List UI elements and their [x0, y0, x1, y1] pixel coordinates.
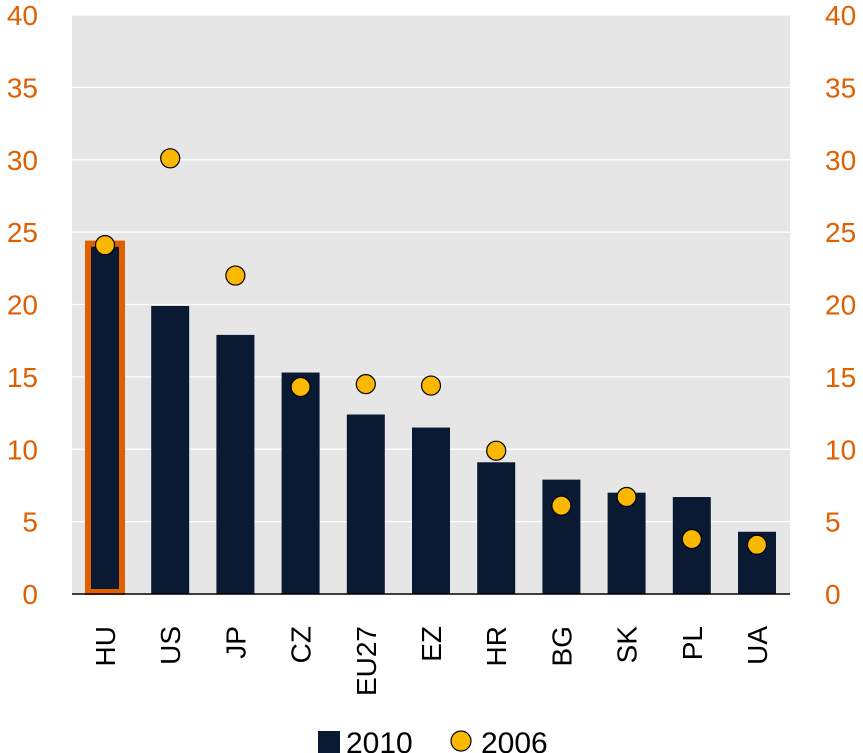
markers-2006: [94, 148, 768, 555]
x-axis-categories: HU US JP CZ EU27 EZ HR BG SK PL UA: [90, 626, 773, 696]
bar-us: [151, 305, 190, 594]
x-tick-label: CZ: [286, 626, 317, 663]
legend-label-2010: 2010: [346, 727, 413, 753]
y-tick-label-right: 40: [825, 0, 856, 31]
x-tick-label: PL: [677, 626, 708, 660]
x-tick-label: EZ: [416, 626, 447, 662]
y-tick-label-right: 35: [825, 72, 856, 103]
y-tick-label-left: 20: [7, 290, 38, 321]
x-tick-label: US: [155, 626, 186, 665]
y-tick-label-left: 30: [7, 145, 38, 176]
y-tick-label-right: 15: [825, 362, 856, 393]
y-tick-label-left: 25: [7, 217, 38, 248]
y-tick-label-left: 10: [7, 434, 38, 465]
marker-us: [160, 148, 181, 169]
marker-sk: [616, 486, 637, 508]
x-tick-label: HU: [90, 626, 121, 666]
marker-cz: [290, 376, 311, 398]
bar-ez: [412, 427, 450, 594]
x-tick-label: HR: [481, 626, 512, 666]
bar-eu27: [346, 414, 385, 594]
y-tick-label-right: 5: [825, 507, 841, 538]
y-tick-label-left: 15: [7, 362, 38, 393]
bar-hr: [477, 462, 516, 594]
marker-ez: [420, 375, 442, 396]
x-tick-label: EU27: [351, 626, 382, 696]
marker-bg: [551, 495, 572, 516]
marker-ua: [746, 534, 768, 555]
y-axis-right: 0 5 10 15 20 25 30 35 40: [825, 0, 856, 610]
legend-swatch-2006: [450, 730, 472, 752]
x-tick-label: BG: [546, 626, 577, 666]
y-tick-label-right: 10: [825, 434, 856, 465]
y-tick-label-right: 20: [825, 290, 856, 321]
y-tick-label-right: 30: [825, 145, 856, 176]
bars-2010: [86, 246, 776, 594]
legend-label-2006: 2006: [481, 727, 548, 753]
y-tick-label-left: 35: [7, 72, 38, 103]
marker-jp: [225, 265, 246, 286]
x-tick-label: UA: [742, 626, 773, 665]
y-tick-label-left: 5: [22, 507, 38, 538]
marker-pl: [681, 528, 702, 550]
x-tick-label: SK: [612, 626, 643, 664]
legend: 2010 2006: [318, 727, 548, 753]
bar-cz: [281, 372, 320, 594]
marker-hu: [94, 235, 116, 256]
marker-hr: [486, 440, 507, 461]
bar-sk: [607, 492, 646, 594]
legend-swatch-2010: [318, 731, 340, 753]
y-tick-label-right: 0: [825, 579, 841, 610]
marker-eu27: [355, 374, 376, 395]
y-tick-label-left: 40: [7, 0, 38, 31]
bar-jp: [216, 334, 255, 594]
y-axis-left: 0 5 10 15 20 25 30 35 40: [7, 0, 38, 610]
y-tick-label-left: 0: [22, 579, 38, 610]
y-tick-label-right: 25: [825, 217, 856, 248]
bar-hu: [86, 246, 124, 594]
x-tick-label: JP: [220, 626, 251, 659]
